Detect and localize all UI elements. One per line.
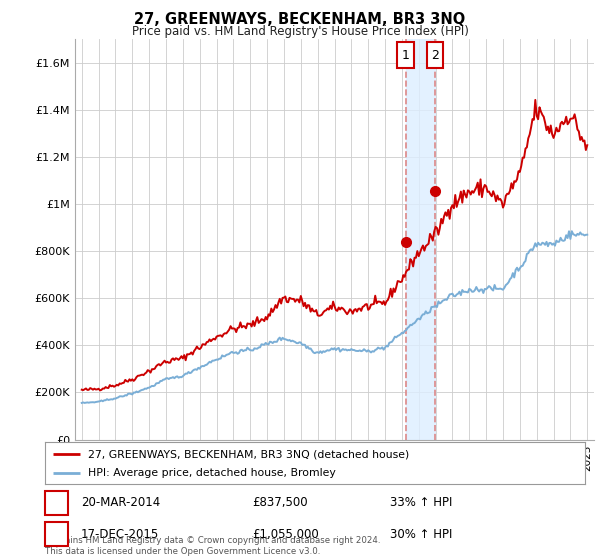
Text: 2: 2 <box>431 49 439 62</box>
Text: £1,055,000: £1,055,000 <box>252 528 319 541</box>
Text: 27, GREENWAYS, BECKENHAM, BR3 3NQ (detached house): 27, GREENWAYS, BECKENHAM, BR3 3NQ (detac… <box>88 449 409 459</box>
Text: £837,500: £837,500 <box>252 496 308 510</box>
Text: 17-DEC-2015: 17-DEC-2015 <box>81 528 159 541</box>
Bar <box>406 39 435 440</box>
Text: 27, GREENWAYS, BECKENHAM, BR3 3NQ: 27, GREENWAYS, BECKENHAM, BR3 3NQ <box>134 12 466 27</box>
FancyBboxPatch shape <box>397 42 414 68</box>
Text: 33% ↑ HPI: 33% ↑ HPI <box>390 496 452 510</box>
Text: 30% ↑ HPI: 30% ↑ HPI <box>390 528 452 541</box>
FancyBboxPatch shape <box>427 42 443 68</box>
Text: 1: 1 <box>52 496 61 510</box>
Text: Price paid vs. HM Land Registry's House Price Index (HPI): Price paid vs. HM Land Registry's House … <box>131 25 469 38</box>
Text: 20-MAR-2014: 20-MAR-2014 <box>81 496 160 510</box>
Text: HPI: Average price, detached house, Bromley: HPI: Average price, detached house, Brom… <box>88 469 336 478</box>
Text: 1: 1 <box>401 49 410 62</box>
Text: Contains HM Land Registry data © Crown copyright and database right 2024.
This d: Contains HM Land Registry data © Crown c… <box>45 536 380 556</box>
Text: 2: 2 <box>52 528 61 541</box>
